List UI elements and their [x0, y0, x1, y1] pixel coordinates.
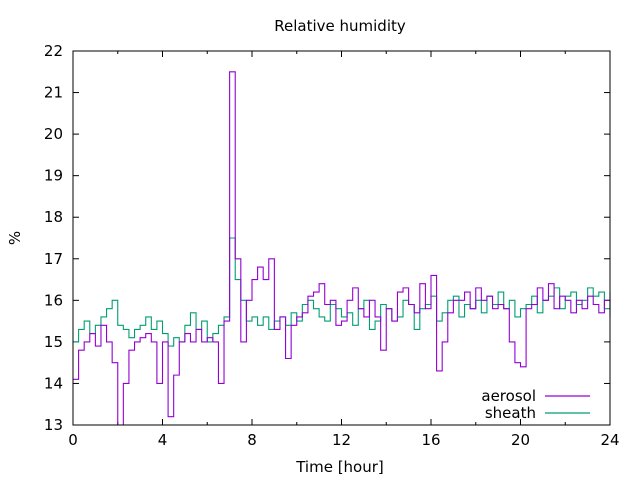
x-tick-label: 4: [158, 431, 168, 449]
x-tick-label: 0: [68, 431, 78, 449]
y-tick-label: 15: [44, 333, 63, 351]
x-tick-label: 8: [247, 431, 257, 449]
x-tick-label: 20: [511, 431, 530, 449]
y-tick-label: 16: [44, 291, 63, 309]
x-tick-label: 16: [421, 431, 440, 449]
y-tick-label: 20: [44, 125, 63, 143]
plot-border: [72, 50, 611, 426]
y-tick-label: 21: [44, 84, 63, 102]
y-axis-label: %: [6, 231, 24, 245]
series-line-aerosol: [73, 71, 611, 426]
series-line-sheath: [73, 237, 611, 347]
y-tick-label: 19: [44, 167, 63, 185]
legend-label-sheath: sheath: [485, 404, 536, 422]
y-tick-label: 22: [44, 42, 63, 60]
y-tick-label: 17: [44, 250, 63, 268]
x-axis-label: Time [hour]: [295, 458, 384, 476]
x-tick-label: 12: [332, 431, 351, 449]
legend-label-aerosol: aerosol: [481, 387, 536, 405]
x-tick-label: 24: [600, 431, 619, 449]
y-tick-label: 18: [44, 208, 63, 226]
legend: aerosol sheath: [481, 387, 590, 422]
y-tick-label: 13: [44, 416, 63, 434]
chart-title: Relative humidity: [274, 17, 406, 35]
y-tick-label: 14: [44, 374, 63, 392]
